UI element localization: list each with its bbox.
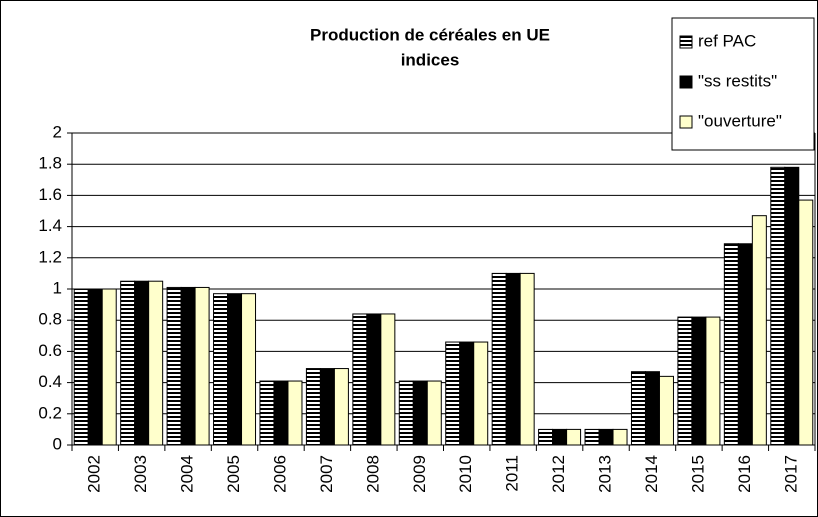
bar	[552, 428, 568, 446]
x-tick-label: 2014	[642, 455, 661, 493]
x-tick-label: 2005	[224, 455, 243, 493]
bar	[584, 428, 600, 446]
bar	[445, 341, 461, 446]
y-tick-label: 1.2	[38, 247, 62, 266]
bar	[305, 368, 321, 446]
x-tick-label: 2006	[270, 455, 289, 493]
x-tick-label: 2016	[735, 455, 754, 493]
y-tick-label: 0.2	[38, 403, 62, 422]
y-tick-label: 1.8	[38, 154, 62, 173]
x-tick-label: 2013	[596, 455, 615, 493]
bar	[366, 313, 382, 446]
x-tick-label: 2010	[456, 455, 475, 493]
bar	[566, 428, 582, 446]
x-tick-label: 2011	[503, 455, 522, 492]
bar	[426, 380, 442, 446]
y-tick-label: 0.8	[38, 310, 62, 329]
bar	[134, 280, 150, 446]
bar	[194, 286, 210, 446]
legend-swatch	[679, 115, 693, 129]
bar	[612, 428, 628, 446]
bar	[770, 166, 786, 446]
bar	[630, 371, 646, 446]
bar	[259, 380, 275, 446]
chart-subtitle: indices	[401, 50, 460, 69]
bar	[241, 293, 257, 446]
bar	[120, 280, 136, 446]
x-tick-label: 2008	[363, 455, 382, 493]
bar	[333, 368, 349, 446]
legend-box	[671, 17, 815, 151]
legend-swatch	[679, 75, 693, 89]
bar	[798, 199, 814, 446]
bar	[352, 313, 368, 446]
x-tick-label: 2002	[85, 455, 104, 493]
bar	[677, 316, 693, 446]
legend-label: ref PAC	[698, 31, 756, 50]
bar	[598, 428, 614, 446]
bar	[166, 286, 182, 446]
bar	[705, 316, 721, 446]
bar	[319, 368, 335, 446]
bar	[519, 272, 535, 446]
bar	[287, 380, 303, 446]
x-tick-label: 2009	[410, 455, 429, 493]
bar	[784, 166, 800, 446]
y-tick-label: 1	[53, 278, 62, 297]
y-tick-label: 0.6	[38, 341, 62, 360]
chart-title: Production de céréales en UE	[310, 25, 550, 44]
y-tick-label: 0	[53, 434, 62, 453]
y-tick-label: 1.6	[38, 185, 62, 204]
bar	[180, 286, 196, 446]
x-tick-label: 2015	[688, 455, 707, 493]
legend-label: "ouverture"	[698, 111, 782, 130]
bar	[491, 272, 507, 446]
bar	[273, 380, 289, 446]
bar	[101, 288, 117, 446]
bar	[213, 293, 229, 446]
bar	[658, 375, 674, 446]
bar	[538, 428, 554, 446]
y-tick-label: 2	[53, 122, 62, 141]
bar	[505, 272, 521, 446]
bar	[73, 288, 89, 446]
bar	[398, 380, 414, 446]
x-tick-label: 2012	[549, 455, 568, 493]
legend-label: "ss restits"	[698, 71, 777, 90]
bar	[473, 341, 489, 446]
bar	[459, 341, 475, 446]
bar	[87, 288, 103, 446]
x-tick-label: 2017	[781, 455, 800, 493]
bar	[737, 243, 753, 446]
x-tick-label: 2007	[317, 455, 336, 493]
bar	[723, 243, 739, 446]
bar	[644, 371, 660, 446]
bar	[148, 280, 164, 446]
bar	[691, 316, 707, 446]
y-tick-label: 0.4	[38, 372, 62, 391]
x-tick-label: 2004	[178, 455, 197, 493]
legend-swatch	[679, 35, 693, 49]
bar	[227, 293, 243, 446]
bar	[751, 215, 767, 446]
y-tick-label: 1.4	[38, 216, 62, 235]
bar	[412, 380, 428, 446]
x-tick-label: 2003	[131, 455, 150, 493]
bar	[380, 313, 396, 446]
